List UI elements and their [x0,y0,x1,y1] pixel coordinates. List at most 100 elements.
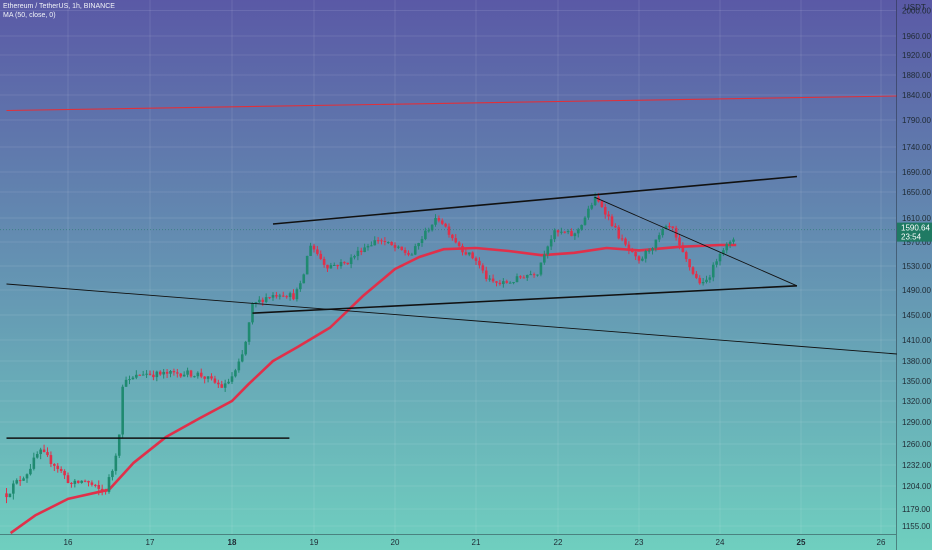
candle [356,246,360,261]
candle [111,469,114,481]
current-price-badge [897,222,932,242]
candle [570,228,573,237]
candle [644,249,648,263]
candle [83,479,87,483]
candle [454,234,458,244]
countdown-label: 23:54 [901,233,922,242]
candle [131,376,135,380]
candle [529,270,532,276]
candle [288,291,292,301]
candle-body [610,216,614,226]
candle [630,247,634,253]
candle [708,274,712,283]
candle-body [230,376,234,382]
candle [515,273,519,283]
candle-body [732,239,735,242]
candle-body [199,372,203,377]
candle-body [413,246,417,255]
candle-body [152,374,155,378]
candle [705,275,708,284]
candle-body [292,293,295,300]
candle [397,245,400,250]
candle [145,370,148,378]
candle-body [407,252,410,255]
candle [471,251,474,260]
candle [343,261,346,265]
candle [647,248,651,254]
candle [573,232,577,240]
y-tick-label: 1570.00 [902,238,931,247]
candle [206,376,210,383]
candle [46,447,49,457]
candle [346,262,350,266]
candle-body [210,376,213,379]
candle [661,227,664,238]
candle-body [63,470,66,476]
candle-body [111,470,114,478]
candle-body [417,243,420,247]
y-tick-label: 1380.00 [902,357,931,366]
candle [376,237,380,244]
candle [53,463,56,472]
candle [165,368,169,379]
candle-body [121,386,124,435]
candle [80,480,83,484]
candle [292,289,295,301]
candle-body [644,250,648,259]
x-tick-label: 22 [554,538,563,547]
candle [641,256,644,262]
candle-body [373,240,377,246]
candle-body [145,373,148,375]
candle-body [532,274,536,276]
candle [316,245,319,256]
candle-body [543,254,546,263]
candle-body [664,226,668,229]
candle-body [600,201,604,208]
candle [326,264,329,272]
symbol-legend[interactable]: Ethereum / TetherUS, 1h, BINANCE [3,3,115,10]
candle-body [70,482,73,484]
candle [410,252,414,256]
candle-body [288,293,292,298]
candle-body [654,239,658,249]
candle-body [258,299,261,303]
candle [484,266,488,282]
candle-body [563,231,567,233]
y-tick-label: 2000.00 [902,7,931,16]
candle [42,444,46,453]
candle-body [87,481,90,483]
candle [627,241,631,255]
candle-body [285,296,288,298]
candle [688,258,691,271]
candle-body [83,480,87,482]
candle [424,227,427,241]
candle [35,451,39,459]
candle-body [549,239,553,247]
candle-body [302,274,306,284]
candle-body [237,361,241,371]
candle-body [478,260,481,266]
y-tick-label: 1155.00 [902,522,931,531]
candle-body [461,245,464,253]
candle-body [590,205,594,209]
candle [176,368,179,378]
candle [461,243,464,256]
candle-body [624,238,627,245]
indicator-legend[interactable]: MA (50, close, 0) [3,12,56,19]
y-tick-label: 1320.00 [902,397,931,406]
candle [553,228,556,243]
candle [525,274,529,281]
candle [87,480,90,487]
candle-body [141,374,145,376]
candle [264,293,268,304]
candle-body [268,297,271,299]
candle-body [148,373,152,375]
candle-body [343,262,346,264]
candle-body [299,283,302,290]
candle [637,255,641,264]
candle-body [725,244,729,251]
candle [508,281,512,284]
candle-body [138,374,142,376]
candle [22,476,25,481]
